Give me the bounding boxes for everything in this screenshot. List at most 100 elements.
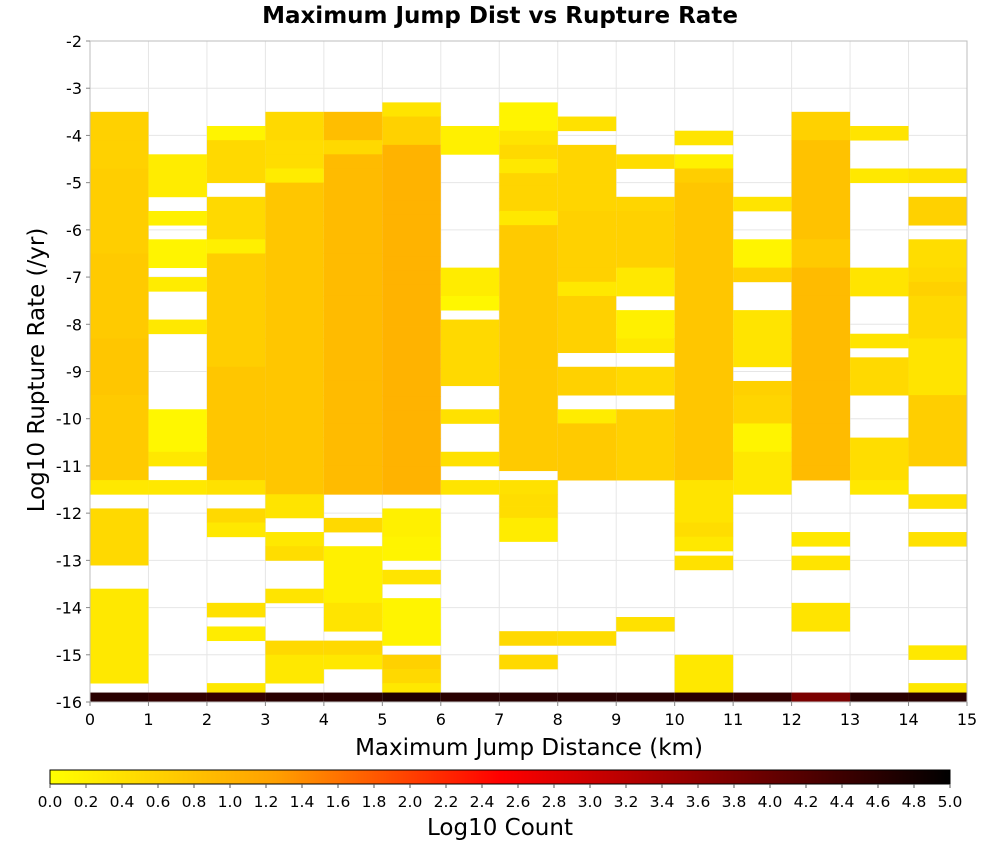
heatmap-cell xyxy=(323,154,383,169)
heatmap-cell xyxy=(382,683,441,693)
heatmap-cell xyxy=(323,380,383,396)
heatmap-cell xyxy=(674,536,734,552)
heatmap-cell xyxy=(206,338,266,354)
heatmap-cell xyxy=(674,423,734,438)
heatmap-cell xyxy=(791,295,851,311)
heatmap-cell xyxy=(90,508,149,523)
heatmap-cell xyxy=(791,210,851,226)
heatmap-cell xyxy=(90,281,149,297)
y-tick-label: -10 xyxy=(56,410,82,429)
heatmap-cell xyxy=(90,615,149,630)
heatmap-cell xyxy=(908,210,967,226)
heatmap-cell xyxy=(323,574,383,590)
colorbar-tick-label: 1.6 xyxy=(326,793,351,811)
heatmap-cell xyxy=(616,423,675,438)
heatmap-cell xyxy=(557,184,617,199)
heatmap-cell xyxy=(850,692,909,703)
heatmap-cell xyxy=(440,692,500,703)
y-tick-label: -14 xyxy=(56,599,82,618)
heatmap-cell xyxy=(616,253,675,269)
heatmap-cell xyxy=(148,277,207,292)
heatmap-cell xyxy=(850,369,909,383)
heatmap-cell xyxy=(733,267,792,283)
heatmap-cell xyxy=(265,281,324,297)
heatmap-cell xyxy=(323,395,383,410)
heatmap-cell xyxy=(674,338,734,354)
heatmap-cell xyxy=(440,451,500,467)
heatmap-cell xyxy=(90,629,149,644)
heatmap-cell xyxy=(90,338,149,354)
heatmap-cell xyxy=(908,338,967,354)
heatmap-cell xyxy=(499,529,558,542)
y-axis-label: Log10 Rupture Rate (/yr) xyxy=(24,228,50,513)
heatmap-cell xyxy=(674,253,734,269)
heatmap-cell xyxy=(323,409,383,424)
heatmap-cell xyxy=(382,692,441,703)
heatmap-cell xyxy=(674,225,734,240)
heatmap-cell xyxy=(323,111,383,127)
heatmap-cell xyxy=(499,456,558,472)
heatmap-cell xyxy=(90,225,149,240)
heatmap-cell xyxy=(733,395,792,410)
heatmap-cell xyxy=(206,692,266,703)
heatmap-cell xyxy=(791,324,851,339)
colorbar-tick-label: 0.6 xyxy=(146,793,171,811)
y-tick-label: -11 xyxy=(56,457,82,476)
heatmap-cell xyxy=(791,281,851,297)
heatmap-cell xyxy=(206,352,266,368)
heatmap-cell xyxy=(674,182,734,198)
heatmap-cell xyxy=(90,111,149,127)
heatmap-cell xyxy=(499,441,558,457)
x-tick-label: 15 xyxy=(957,710,977,729)
y-tick-label: -4 xyxy=(66,126,82,145)
heatmap-cell xyxy=(323,560,383,575)
heatmap-cell xyxy=(791,338,851,354)
heatmap-cell xyxy=(323,267,383,283)
heatmap-cell xyxy=(382,569,441,585)
heatmap-cell xyxy=(674,451,734,467)
heatmap-cell xyxy=(90,352,149,368)
heatmap-cell xyxy=(499,185,558,199)
heatmap-cell xyxy=(323,352,383,368)
heatmap-cell xyxy=(148,168,207,184)
heatmap-cell xyxy=(674,324,734,339)
x-tick-label: 6 xyxy=(436,710,446,729)
heatmap-cell xyxy=(148,437,207,453)
heatmap-cell xyxy=(733,692,792,703)
heatmap-cell xyxy=(323,182,383,198)
heatmap-cell xyxy=(499,631,558,646)
heatmap-cell xyxy=(90,480,149,495)
x-tick-label: 12 xyxy=(781,710,801,729)
heatmap-cell xyxy=(791,196,851,212)
heatmap-cell xyxy=(90,437,149,453)
heatmap-cell xyxy=(90,239,149,254)
heatmap-cell xyxy=(265,225,324,240)
heatmap-cell xyxy=(206,324,266,339)
heatmap-cell xyxy=(265,366,324,382)
heatmap-cells xyxy=(90,102,967,703)
heatmap-cell xyxy=(440,480,500,495)
heatmap-cell xyxy=(791,225,851,240)
colorbar-tick-label: 4.2 xyxy=(794,793,819,811)
heatmap-cell xyxy=(733,239,792,254)
heatmap-cell xyxy=(557,631,617,646)
heatmap-cell xyxy=(382,613,441,631)
heatmap-cell xyxy=(323,125,383,141)
colorbar-tick-label: 4.8 xyxy=(902,793,927,811)
heatmap-cell xyxy=(557,409,617,424)
colorbar-tick-label: 3.0 xyxy=(578,793,603,811)
heatmap-cell xyxy=(791,532,851,547)
heatmap-cell xyxy=(148,210,207,226)
heatmap-cell xyxy=(850,267,909,283)
x-axis-label: Maximum Jump Distance (km) xyxy=(355,735,703,761)
heatmap-cell xyxy=(908,380,967,396)
heatmap-cell xyxy=(382,214,441,230)
heatmap-cell xyxy=(323,588,383,604)
heatmap-cell xyxy=(499,130,558,146)
heatmap-cell xyxy=(265,380,324,396)
heatmap-cell xyxy=(323,480,383,495)
heatmap-cell xyxy=(206,366,266,382)
heatmap-cell xyxy=(440,409,500,424)
colorbar-tick-label: 5.0 xyxy=(938,793,963,811)
heatmap-cell xyxy=(206,626,266,642)
